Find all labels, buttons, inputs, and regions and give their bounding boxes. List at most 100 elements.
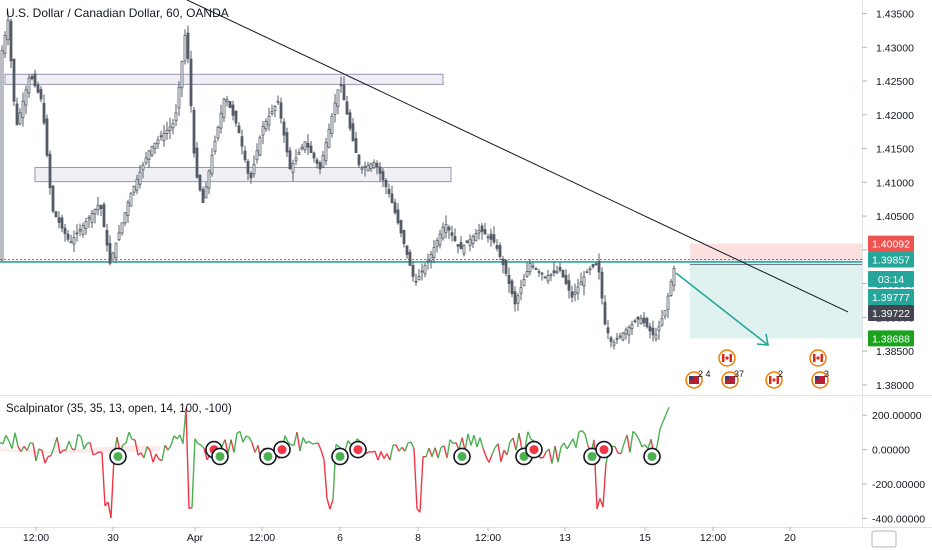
candle-up [444,215,448,239]
candle-body [225,99,229,103]
candle-down [39,86,43,103]
candle-body [585,271,589,274]
candle-body [342,84,346,101]
candle-body [180,60,184,89]
candle-body [150,145,154,156]
indicator-segment [371,450,376,453]
indicator-segment [128,431,133,440]
ca-flag-event-icon [718,349,736,367]
candle-body [171,123,175,129]
candle-body [546,275,550,282]
indicator-segment [524,431,529,448]
candle-body [537,271,541,273]
candle-down [57,211,61,229]
ca-flag-bar [776,376,779,384]
candle-down [513,286,517,312]
candle-body [252,163,256,175]
sell-signal-dot [273,440,291,459]
ca-flag-bar [769,376,772,384]
indicator-segment [173,435,178,440]
candle-body [183,35,187,62]
candle-down [99,204,103,217]
indicator-segment [203,448,208,460]
candle-up [486,233,490,243]
candle-down [645,316,649,329]
candle-body [591,264,595,268]
candle-up [120,222,124,236]
candle-body [84,221,88,229]
candle-body [576,286,580,294]
candle-up [294,149,298,166]
candle-up [303,141,307,154]
candle-body [237,125,241,134]
indicator-segment [77,433,82,438]
candle-body [288,150,292,170]
indicator-segment [554,446,559,463]
indicator-segment [473,434,478,448]
indicator-segment [491,447,496,455]
candle-down [459,236,463,250]
stop-loss-zone [690,243,862,260]
candle-body [258,136,262,156]
candle-up [69,234,73,244]
indicator-segment [302,437,307,444]
candle-down [414,273,418,286]
candle-body [645,318,649,328]
candle-down [102,202,106,228]
candle-body [39,89,43,100]
candle-body [396,209,400,224]
candle-up [639,314,643,325]
candle-up [627,325,631,344]
price-tick-label: 1.43000 [876,42,914,54]
candle-up [150,145,154,157]
candle-up [546,269,550,285]
candle-body [81,225,85,235]
indicator-segment [518,432,523,451]
indicator-segment [443,445,448,459]
candle-body [294,157,298,162]
indicator-segment [488,454,493,463]
candle-body [132,185,136,193]
indicator-segment [161,445,166,461]
indicator-segment [419,456,424,513]
candle-body [588,268,592,271]
indicator-segment [59,449,64,454]
candle-body [60,217,64,229]
candle-down [9,18,13,69]
candle-up [573,283,577,302]
candle-down [498,242,502,261]
price-label-text: 1.39722 [872,308,910,320]
indicator-segment [452,441,457,445]
candle-body [456,244,460,247]
candle-body [12,58,16,102]
candle-up [207,169,211,195]
indicator-segment [8,440,13,449]
indicator-segment [185,408,190,509]
candle-up [297,148,301,156]
indicator-segment [293,431,298,446]
indicator-segment [428,447,433,457]
candle-up [213,135,217,155]
candle-down [237,122,241,134]
indicator-segment [317,442,322,451]
signal-fill [353,445,363,455]
candle-body [447,226,451,231]
candle-body [309,145,313,153]
indicator-segment [449,439,454,444]
indicator-segment [569,438,574,445]
buy-signal-dot [259,447,277,466]
candle-body [321,155,325,168]
candle-body [111,252,115,261]
candle-up [180,60,184,97]
candle-down [357,154,361,168]
price-label-box [868,289,914,305]
candle-up [93,208,97,224]
candle-up [147,150,151,168]
candle-body [267,116,271,126]
indicator-tick-label: 200.00000 [872,410,922,422]
candle-body [402,229,406,244]
candle-body [381,171,385,181]
candle-body [498,245,502,257]
indicator-segment [35,448,40,462]
